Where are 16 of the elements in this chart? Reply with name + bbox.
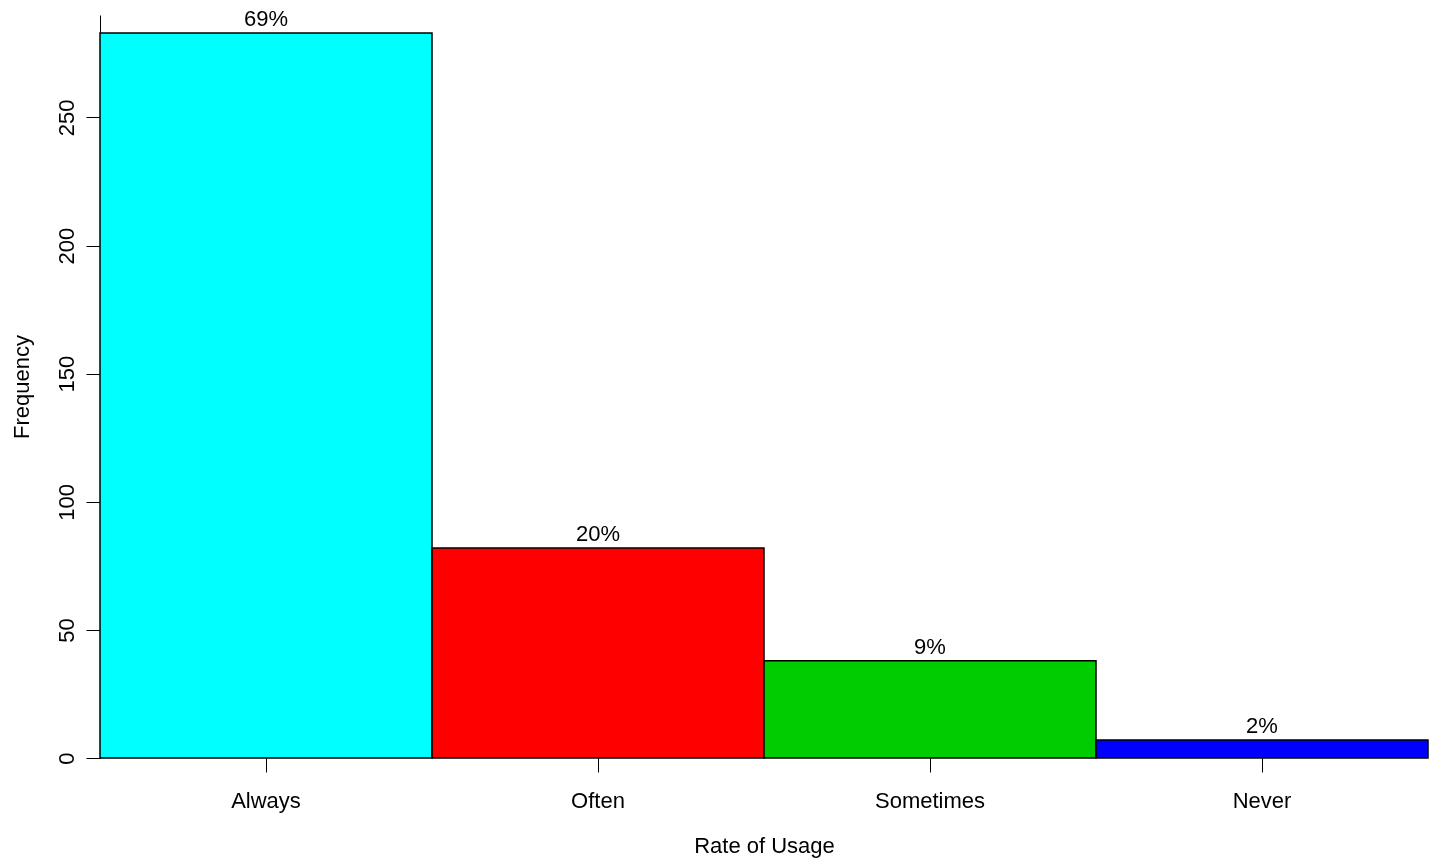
- annotation: 69%: [243, 5, 289, 31]
- y-axis-title: Frequency: [8, 335, 34, 439]
- annotation: 20%: [575, 520, 621, 546]
- y-tick-label: 250: [53, 99, 79, 137]
- x-tick-label: Sometimes: [874, 787, 986, 813]
- y-tick-label: 200: [53, 227, 79, 265]
- y-tick-label: 0: [53, 752, 79, 765]
- annotation: 9%: [914, 633, 946, 659]
- x-tick-label: Often: [571, 787, 625, 813]
- y-tick-label: 150: [53, 355, 79, 393]
- y-tick-label: 100: [53, 483, 79, 521]
- x-tick-label: Never: [1232, 787, 1292, 813]
- x-axis-title: Rate of Usage: [694, 832, 835, 858]
- x-tick-label: Always: [231, 787, 301, 813]
- annotation: 2%: [1246, 713, 1278, 739]
- y-tick-label: 50: [53, 618, 79, 643]
